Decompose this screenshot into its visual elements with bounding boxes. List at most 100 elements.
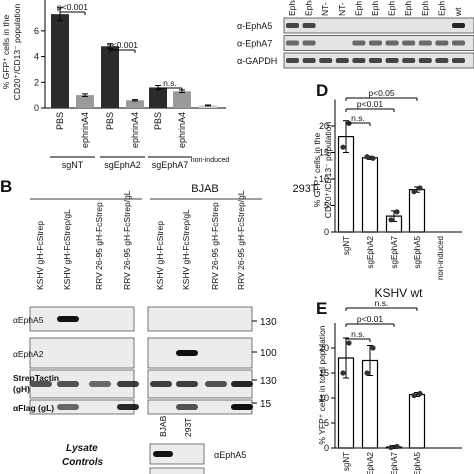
annotation: p<0.001 [57,2,88,12]
lane-label: Eph [353,1,363,16]
band [352,58,366,63]
lane-label: Eph [436,1,446,16]
band [117,404,139,410]
data-point [411,189,417,195]
band [231,381,253,387]
annotation: n.s. [375,298,389,308]
cell-label: BJAB [191,183,219,195]
band [286,58,299,63]
row-label: StrepTactin [13,373,59,383]
data-point [340,370,346,376]
lane-label: RRV 26-95 gH-FcStrep/gL [236,190,246,290]
annotation: p<0.001 [107,40,138,50]
annotation: p<0.01 [357,99,384,109]
data-point [370,345,376,351]
group-label: non-induced [191,157,230,164]
bar [408,189,426,233]
group-label: sgNT [62,160,84,170]
data-point [388,217,394,223]
band [302,58,316,63]
y-tick-label: 2 [34,77,39,87]
lane-label: 293T [183,418,193,437]
band [205,381,227,387]
y-tick-label: 0 [324,443,329,453]
band [418,40,432,46]
band [30,381,52,387]
y-tick-label: 15 [319,368,329,378]
blot-row [29,337,135,369]
lane-label: Epha [287,0,297,16]
y-tick-label: 20 [319,121,329,131]
bar [199,105,217,108]
row-label: αEphA5 [13,315,44,325]
data-point [364,154,370,160]
y-axis-label: % YFP⁺ cells in total population [317,325,327,444]
bar [408,393,426,449]
panel-label: D [316,81,328,100]
x-tick-label: sgEphA5 [413,451,422,474]
lane-label: Eph [370,1,380,16]
x-tick-label: ephrinA4 [130,112,140,148]
data-point [417,185,423,191]
y-tick-label: 4 [34,52,39,62]
band [402,58,416,63]
bar [173,91,191,108]
blot-row [29,306,135,332]
lysate-title: Lysate [66,443,98,454]
lane-label: NT- [337,2,347,16]
band [150,381,172,387]
bar [76,95,94,108]
y-tick-label: 0 [324,227,329,237]
y-axis-label: % GFP⁺ cells in the [1,15,11,90]
band [57,381,79,387]
data-point [346,340,352,346]
x-tick-label: sgNT [342,236,351,255]
x-axis-label: KSHV wt [374,286,423,300]
data-point [394,443,400,450]
band [369,40,382,46]
panel-label: E [316,299,327,318]
band [286,40,299,46]
lane-label: Eph [403,1,413,16]
data-point [388,444,394,451]
band [176,404,198,410]
blot-row [149,467,205,474]
lane-label: wt [453,7,463,17]
panel-label: B [0,177,12,196]
row-label: α-EphA5 [237,21,272,31]
band [302,40,316,46]
band [369,58,382,63]
x-tick-label: sgEphA7 [390,235,399,268]
marker-label: 15 [260,399,272,410]
row-label: α-EphA7 [237,39,272,49]
lane-label: KSHV gH-FcStrep [155,221,165,290]
x-tick-label: sgEphA5 [413,235,422,268]
lane-label: RRV 26-95 gH-FcStrep/gL [122,190,132,290]
band [176,350,198,356]
band [57,404,79,410]
blot-row [147,306,253,332]
data-point [370,155,376,161]
y-axis-label: % GFP⁺ cells in the [312,133,322,208]
lane-label: Eph [387,1,397,16]
marker-label: 130 [260,317,277,328]
blot-row [149,443,205,465]
band [286,23,299,28]
bar [101,46,119,108]
lane-label: Epha [304,0,314,16]
annotation: p<0.05 [368,88,395,98]
data-point [417,390,423,397]
annotation: n.s. [163,78,177,88]
y-axis-label: CD20⁺/CD13⁻ population [323,122,333,219]
x-tick-label: sgEphA2 [366,235,375,268]
lane-label: KSHV gH-FcStrep/gL [62,209,72,290]
lane-label: RRV 26-95 gH-FcStrep [94,202,104,290]
cell-label: 293T [292,183,317,195]
y-tick-label: 20 [319,343,329,353]
band [435,40,449,46]
x-tick-label: non-induced [436,236,445,280]
bar [51,14,69,108]
y-tick-label: 0 [34,103,39,113]
annotation: n.s. [351,329,365,339]
